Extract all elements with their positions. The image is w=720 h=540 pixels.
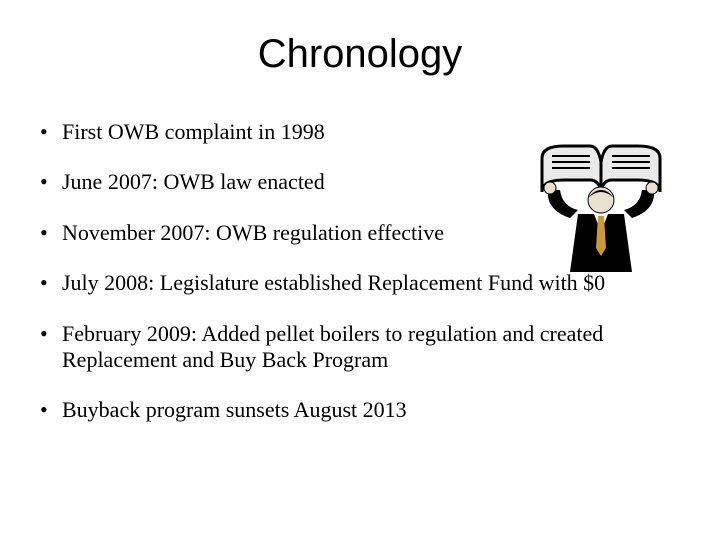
bullet-item: February 2009: Added pellet boilers to r… xyxy=(36,321,684,374)
bullet-item: November 2007: OWB regulation effective xyxy=(36,220,684,246)
book-reader-icon xyxy=(536,140,666,274)
slide-title: Chronology xyxy=(0,32,720,77)
slide-container: Chronology xyxy=(0,32,720,540)
bullet-item: June 2007: OWB law enacted xyxy=(36,169,684,195)
bullet-item: July 2008: Legislature established Repla… xyxy=(36,270,684,296)
bullet-item: First OWB complaint in 1998 xyxy=(36,119,684,145)
bullet-item: Buyback program sunsets August 2013 xyxy=(36,397,684,423)
